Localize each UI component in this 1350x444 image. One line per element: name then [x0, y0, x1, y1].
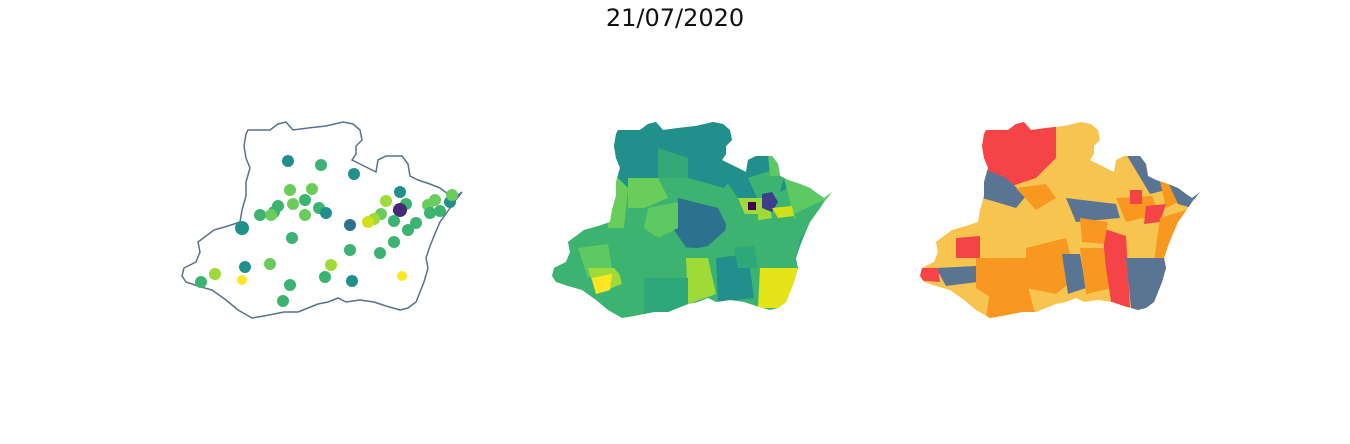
municipality-marker — [424, 207, 436, 219]
municipality-marker — [374, 247, 386, 259]
municipality-marker — [286, 232, 298, 244]
region — [674, 198, 728, 250]
municipality-marker — [265, 209, 277, 221]
choropleth-map — [552, 122, 832, 318]
region — [644, 278, 688, 314]
municipality-marker — [315, 159, 327, 171]
municipality-marker — [277, 295, 289, 307]
region — [724, 214, 758, 254]
municipality-marker — [388, 215, 400, 227]
municipality-marker — [388, 236, 400, 248]
municipality-marker — [287, 198, 299, 210]
municipality-marker — [239, 261, 251, 273]
municipality-marker — [320, 207, 332, 219]
region — [1026, 238, 1076, 294]
municipality-marker — [284, 279, 296, 291]
municipality-marker — [362, 216, 374, 228]
municipality-marker — [299, 209, 311, 221]
municipality-marker — [235, 221, 249, 235]
municipality-marker — [306, 183, 318, 195]
region — [754, 246, 796, 268]
municipality-marker — [344, 219, 356, 231]
region — [734, 246, 758, 268]
region — [768, 154, 784, 176]
municipality-marker — [254, 209, 266, 221]
page-title: 21/07/2020 — [605, 4, 745, 32]
risk-map — [920, 122, 1200, 318]
region — [1130, 190, 1142, 204]
municipality-marker — [209, 268, 221, 280]
municipality-marker — [344, 244, 356, 256]
region — [1016, 184, 1056, 210]
points-map — [181, 121, 463, 319]
municipality-marker — [394, 186, 406, 198]
region — [920, 268, 940, 282]
region — [976, 122, 1056, 188]
region — [1102, 228, 1130, 308]
region — [982, 168, 1026, 208]
municipality-marker — [429, 194, 441, 206]
region — [936, 266, 978, 286]
state-outline — [181, 121, 463, 319]
municipality-marker — [319, 271, 331, 283]
region — [614, 236, 658, 284]
municipality-marker — [282, 155, 294, 167]
municipality-marker — [402, 224, 414, 236]
municipality-marker — [284, 184, 296, 196]
region — [1126, 258, 1166, 318]
municipality-marker — [446, 189, 458, 201]
municipality-marker — [195, 276, 207, 288]
municipality-marker — [434, 205, 446, 217]
region — [748, 202, 756, 210]
region — [686, 258, 716, 304]
region — [986, 278, 1036, 318]
municipality-marker — [237, 275, 247, 285]
municipality-marker — [346, 275, 358, 287]
municipality-marker — [299, 194, 311, 206]
region — [1080, 218, 1108, 244]
region — [608, 122, 698, 188]
municipality-marker — [264, 258, 276, 270]
municipality-marker — [325, 259, 337, 271]
region — [628, 178, 668, 208]
municipality-marker — [348, 168, 360, 180]
region — [772, 206, 794, 218]
region — [644, 202, 678, 238]
region — [658, 148, 688, 178]
region — [1066, 198, 1120, 222]
municipality-marker — [410, 217, 422, 229]
region — [784, 178, 832, 222]
region — [794, 200, 824, 228]
region — [1062, 254, 1086, 294]
region — [748, 170, 784, 200]
region — [592, 274, 612, 294]
region — [758, 268, 798, 308]
region — [1080, 248, 1112, 294]
region — [956, 236, 980, 258]
municipality-marker — [380, 195, 392, 207]
municipality-marker — [393, 203, 407, 217]
region — [762, 192, 778, 212]
municipality-marker — [397, 271, 407, 281]
